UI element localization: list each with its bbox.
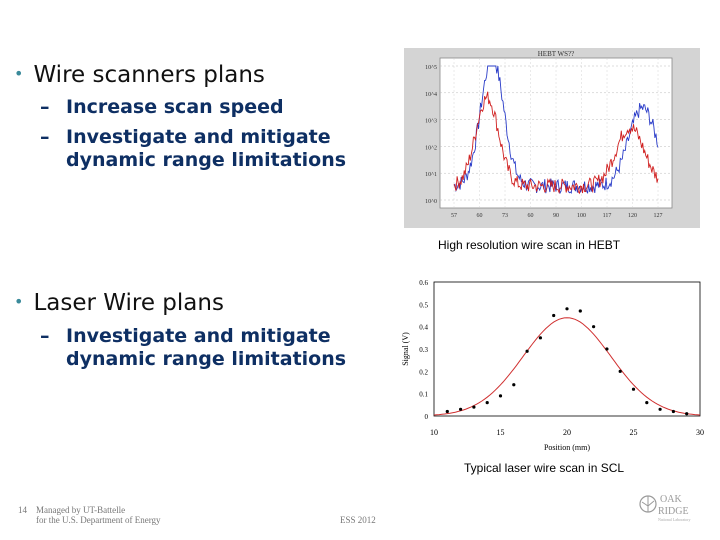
series-line <box>453 91 659 195</box>
hebt-caption: High resolution wire scan in HEBT <box>438 238 621 252</box>
data-point <box>525 349 529 353</box>
oak-ridge-logo-icon: OAK RIDGE National Laboratory <box>639 494 691 522</box>
y-tick-label: 0.1 <box>419 391 428 399</box>
data-point <box>459 407 463 411</box>
x-tick-label: 10 <box>430 428 438 437</box>
data-point <box>472 405 476 409</box>
x-tick-label: 60 <box>528 213 534 219</box>
gaussian-fit-line <box>433 317 701 416</box>
wire-item-1: – Increase scan speed <box>40 96 284 119</box>
oak-ridge-logo: OAK RIDGE National Laboratory <box>638 490 704 524</box>
managed-by-line1: Managed by UT-Battelle <box>36 505 126 515</box>
event-label: ESS 2012 <box>340 515 376 525</box>
dash-icon: – <box>40 325 50 347</box>
y-tick-labels: 10^0 10^1 10^2 10^3 10^4 10^5 <box>425 65 437 205</box>
series-line <box>453 65 659 195</box>
data-point <box>685 412 689 416</box>
managed-by-line2: for the U.S. Department of Energy <box>36 515 161 525</box>
y-tick-label: 0.5 <box>419 301 428 309</box>
dash-icon: – <box>40 96 50 118</box>
laser-wire-scan-chart: Signal (V) Position (mm) 0 0.1 0.2 0.3 0.4 0.… <box>401 279 704 452</box>
bullet-icon: • <box>14 64 24 83</box>
hebt-wire-scan-chart: HEBT WS?? 10^0 10^1 10^2 10^3 10^4 10^5 57 60 7… <box>404 48 700 228</box>
y-tick-label: 0 <box>425 413 429 421</box>
y-tick-label: 10^0 <box>425 199 437 205</box>
wire-item-2: – Investigate and mitigate dynamic range … <box>40 126 346 172</box>
item-text-continued: dynamic range limitations <box>66 149 347 171</box>
data-point <box>445 409 449 414</box>
gaussian-fit-group <box>433 317 701 416</box>
data-point <box>538 336 542 340</box>
plot-area <box>433 281 701 417</box>
x-axis-label: Position (mm) <box>544 443 590 452</box>
data-point <box>512 383 516 387</box>
x-tick-label: 20 <box>563 428 571 437</box>
series-group <box>453 65 659 195</box>
x-tick-label: 60 <box>477 213 483 219</box>
wire-scanners-heading: • Wire scanners plans <box>14 62 265 88</box>
data-points-group <box>445 307 689 416</box>
y-tick-label: 0.3 <box>419 346 428 354</box>
data-point <box>578 309 582 313</box>
bullet-icon: • <box>14 292 24 311</box>
x-tick-label: 73 <box>502 213 508 219</box>
item-text: Investigate and mitigate <box>66 126 331 148</box>
y-tick-label: 10^4 <box>425 92 437 98</box>
x-tick-label: 117 <box>603 213 612 219</box>
dash-icon: – <box>40 126 50 148</box>
data-point <box>645 401 649 405</box>
x-tick-labels: 10 15 20 25 30 <box>430 428 704 437</box>
y-tick-label: 0.4 <box>419 324 428 332</box>
laser-item-1: – Investigate and mitigate dynamic range … <box>40 325 346 371</box>
data-point <box>498 394 503 398</box>
y-tick-labels: 0 0.1 0.2 0.3 0.4 0.5 0.6 <box>419 279 428 421</box>
svg-text:National Laboratory: National Laboratory <box>658 517 691 522</box>
x-tick-label: 127 <box>654 213 663 219</box>
chart-title: HEBT WS?? <box>538 50 575 58</box>
x-tick-label: 30 <box>696 428 704 437</box>
page-number: 14 <box>18 505 27 515</box>
item-text: Increase scan speed <box>66 96 284 118</box>
y-tick-label: 10^1 <box>425 172 437 178</box>
y-tick-label: 0.2 <box>419 368 428 376</box>
y-tick-label: 10^5 <box>425 65 437 71</box>
item-text-continued: dynamic range limitations <box>66 348 347 370</box>
x-tick-label: 15 <box>497 428 505 437</box>
y-tick-label: 10^3 <box>425 119 437 125</box>
data-point <box>671 409 675 414</box>
svg-text:OAK: OAK <box>660 494 682 505</box>
data-point <box>565 307 569 311</box>
data-point <box>658 407 662 411</box>
y-axis-label: Signal (V) <box>401 332 410 366</box>
data-point <box>552 313 556 318</box>
data-point <box>592 325 596 329</box>
scl-caption: Typical laser wire scan in SCL <box>464 461 625 475</box>
x-tick-label: 25 <box>630 428 638 437</box>
y-tick-label: 0.6 <box>419 279 428 287</box>
x-tick-label: 57 <box>451 213 457 219</box>
grid-lines <box>440 58 672 208</box>
x-tick-label: 90 <box>553 213 559 219</box>
item-text: Investigate and mitigate <box>66 325 331 347</box>
heading-text: Laser Wire plans <box>33 290 224 316</box>
heading-text: Wire scanners plans <box>33 62 265 88</box>
x-tick-label: 120 <box>628 213 637 219</box>
data-point <box>605 347 609 351</box>
svg-text:RIDGE: RIDGE <box>658 506 689 517</box>
laser-wire-heading: • Laser Wire plans <box>14 290 224 316</box>
data-point <box>631 387 636 391</box>
data-point <box>485 401 489 405</box>
y-tick-label: 10^2 <box>425 145 437 151</box>
x-tick-label: 100 <box>577 213 586 219</box>
x-tick-labels: 57 60 73 60 90 100 117 120 127 <box>451 213 663 219</box>
data-point <box>618 369 622 373</box>
